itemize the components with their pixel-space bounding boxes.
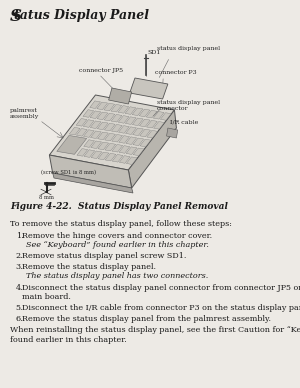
Polygon shape [126, 127, 136, 134]
Text: S: S [10, 8, 22, 25]
Polygon shape [98, 152, 109, 160]
Text: 1.: 1. [16, 232, 23, 239]
Polygon shape [133, 148, 144, 156]
Polygon shape [112, 135, 122, 142]
Polygon shape [118, 126, 129, 133]
Polygon shape [76, 119, 87, 126]
Text: I/R cable: I/R cable [170, 120, 198, 125]
Polygon shape [104, 103, 115, 111]
Text: See “Keyboard” found earlier in this chapter.: See “Keyboard” found earlier in this cha… [26, 241, 209, 249]
Polygon shape [84, 140, 94, 147]
Polygon shape [83, 120, 94, 127]
Polygon shape [118, 106, 129, 113]
Polygon shape [84, 150, 95, 158]
Polygon shape [112, 154, 123, 162]
Text: When reinstalling the status display panel, see the first Caution for “Keyboard”: When reinstalling the status display pan… [10, 326, 300, 334]
Polygon shape [90, 111, 101, 118]
Polygon shape [97, 122, 108, 130]
Polygon shape [104, 113, 115, 121]
Polygon shape [119, 156, 130, 163]
Polygon shape [111, 114, 122, 122]
Polygon shape [146, 110, 157, 118]
Polygon shape [69, 127, 80, 135]
Polygon shape [118, 116, 129, 123]
Text: (screw SD1 is 8 mm): (screw SD1 is 8 mm) [41, 170, 96, 175]
Text: Disconnect the status display panel connector from connector JP5 on the: Disconnect the status display panel conn… [22, 284, 300, 291]
Polygon shape [140, 139, 151, 147]
Polygon shape [112, 125, 122, 132]
Text: main board.: main board. [22, 293, 71, 301]
Polygon shape [91, 151, 102, 159]
Polygon shape [90, 121, 101, 128]
Polygon shape [57, 135, 87, 154]
Text: 8 mm: 8 mm [39, 195, 54, 200]
Text: connector P3: connector P3 [155, 70, 197, 75]
Polygon shape [53, 173, 133, 193]
Text: status display panel
connector: status display panel connector [157, 100, 220, 111]
Polygon shape [91, 131, 101, 139]
Polygon shape [112, 144, 123, 152]
Text: Remove the status display panel from the palmrest assembly.: Remove the status display panel from the… [22, 315, 272, 323]
Polygon shape [98, 142, 109, 150]
Text: found earlier in this chapter.: found earlier in this chapter. [10, 336, 127, 343]
Polygon shape [111, 104, 122, 112]
Polygon shape [104, 123, 115, 131]
Polygon shape [146, 120, 157, 128]
Text: The status display panel has two connectors.: The status display panel has two connect… [26, 272, 208, 281]
Polygon shape [125, 107, 136, 114]
Polygon shape [105, 143, 116, 151]
Polygon shape [153, 111, 164, 119]
Text: tatus Display Panel: tatus Display Panel [14, 9, 149, 22]
Text: To remove the status display panel, follow these steps:: To remove the status display panel, foll… [10, 220, 232, 228]
Polygon shape [126, 157, 137, 165]
Polygon shape [97, 112, 108, 120]
Polygon shape [154, 121, 164, 129]
Text: palmrest
assembly: palmrest assembly [10, 108, 39, 119]
Text: 4.: 4. [16, 284, 23, 291]
Polygon shape [132, 118, 143, 126]
Text: SD1: SD1 [148, 50, 161, 55]
Text: connector JP5: connector JP5 [79, 68, 123, 73]
Text: 3.: 3. [16, 263, 23, 271]
Text: Disconnect the I/R cable from connector P3 on the status display panel.: Disconnect the I/R cable from connector … [22, 304, 300, 312]
Text: Figure 4-22.  Status Display Panel Removal: Figure 4-22. Status Display Panel Remova… [10, 202, 228, 211]
Polygon shape [119, 136, 130, 143]
Polygon shape [50, 155, 132, 188]
Polygon shape [140, 129, 151, 137]
Text: Remove status display panel screw SD1.: Remove status display panel screw SD1. [22, 252, 187, 260]
Polygon shape [98, 132, 108, 140]
Polygon shape [77, 149, 88, 156]
Text: Remove the status display panel.: Remove the status display panel. [22, 263, 156, 271]
Polygon shape [132, 108, 143, 116]
Polygon shape [139, 109, 150, 117]
Polygon shape [105, 153, 116, 161]
Text: status display panel: status display panel [157, 46, 220, 51]
Polygon shape [109, 88, 132, 104]
Polygon shape [128, 110, 176, 188]
Polygon shape [147, 130, 158, 138]
Polygon shape [160, 113, 171, 120]
Polygon shape [90, 101, 101, 109]
Polygon shape [133, 128, 143, 135]
Polygon shape [97, 102, 108, 110]
Polygon shape [140, 119, 150, 127]
Polygon shape [119, 146, 130, 153]
Text: 2.: 2. [16, 252, 23, 260]
Text: Remove the hinge covers and connector cover.: Remove the hinge covers and connector co… [22, 232, 212, 239]
Polygon shape [76, 128, 87, 136]
Polygon shape [83, 110, 94, 117]
Polygon shape [130, 78, 168, 99]
Polygon shape [91, 141, 101, 149]
Text: 6.: 6. [16, 315, 23, 323]
Polygon shape [50, 95, 175, 170]
Polygon shape [126, 137, 136, 144]
Polygon shape [126, 147, 137, 154]
Text: 5.: 5. [16, 304, 23, 312]
Polygon shape [125, 117, 136, 125]
Polygon shape [105, 133, 116, 141]
Polygon shape [83, 130, 94, 137]
Polygon shape [133, 138, 144, 146]
Polygon shape [167, 128, 178, 138]
